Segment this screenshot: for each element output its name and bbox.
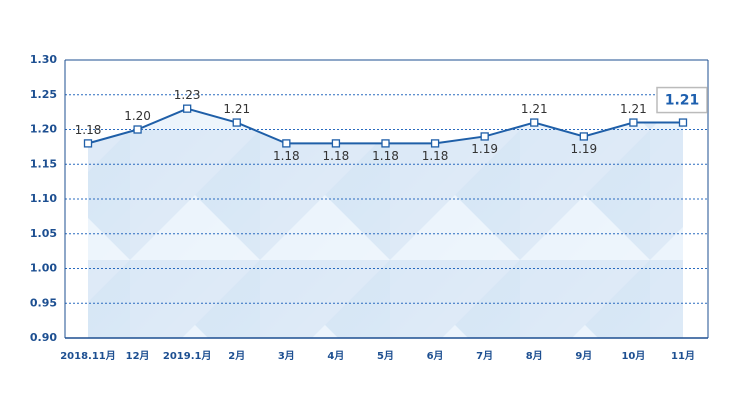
y-tick-label: 1.15 [30,157,57,170]
value-label: 1.18 [323,149,350,163]
value-label: 1.19 [570,142,597,156]
y-tick-label: 1.20 [30,123,57,136]
x-tick-label: 2019.1月 [163,350,212,362]
marker [480,132,489,141]
value-label: 1.20 [124,109,151,123]
x-tick-label: 3月 [278,350,295,362]
marker [579,132,588,141]
value-label: 1.18 [372,149,399,163]
value-label: 1.18 [273,149,300,163]
x-tick-label: 8月 [526,350,543,362]
value-label: 1.21 [223,102,250,116]
x-tick-label: 6月 [427,350,444,362]
value-label: 1.23 [174,88,201,102]
marker [381,139,390,148]
y-tick-label: 1.00 [30,262,57,275]
marker [83,139,93,148]
marker [331,139,341,148]
value-label: 1.21 [665,93,700,109]
marker [183,104,192,113]
x-tick-label: 12月 [126,350,150,362]
marker [629,118,638,127]
area-fill [88,108,683,339]
x-tick-label: 9月 [575,350,592,362]
x-tick-label: 11月 [671,350,695,362]
marker [133,125,142,134]
x-tick-label: 4月 [327,350,344,362]
y-tick-label: 0.90 [30,331,57,344]
value-label: 1.21 [620,102,647,116]
y-tick-label: 0.95 [30,296,57,309]
value-label-box [656,86,708,114]
x-tick-label: 2月 [228,350,245,362]
value-label: 1.18 [75,123,102,137]
marker [232,118,241,127]
value-label: 1.21 [521,102,548,116]
value-label: 1.18 [422,149,449,163]
y-tick-label: 1.30 [30,53,57,66]
y-tick-label: 1.05 [30,227,57,240]
x-tick-label: 7月 [476,350,493,362]
marker [530,118,539,127]
x-tick-label: 5月 [377,350,394,362]
marker [282,139,291,148]
x-tick-label: 2018.11月 [60,350,116,362]
y-tick-label: 1.25 [30,88,57,101]
x-tick-label: 10月 [621,350,645,362]
marker [430,139,440,148]
marker [678,118,688,127]
y-tick-label: 1.10 [30,192,57,205]
value-label: 1.19 [471,142,498,156]
